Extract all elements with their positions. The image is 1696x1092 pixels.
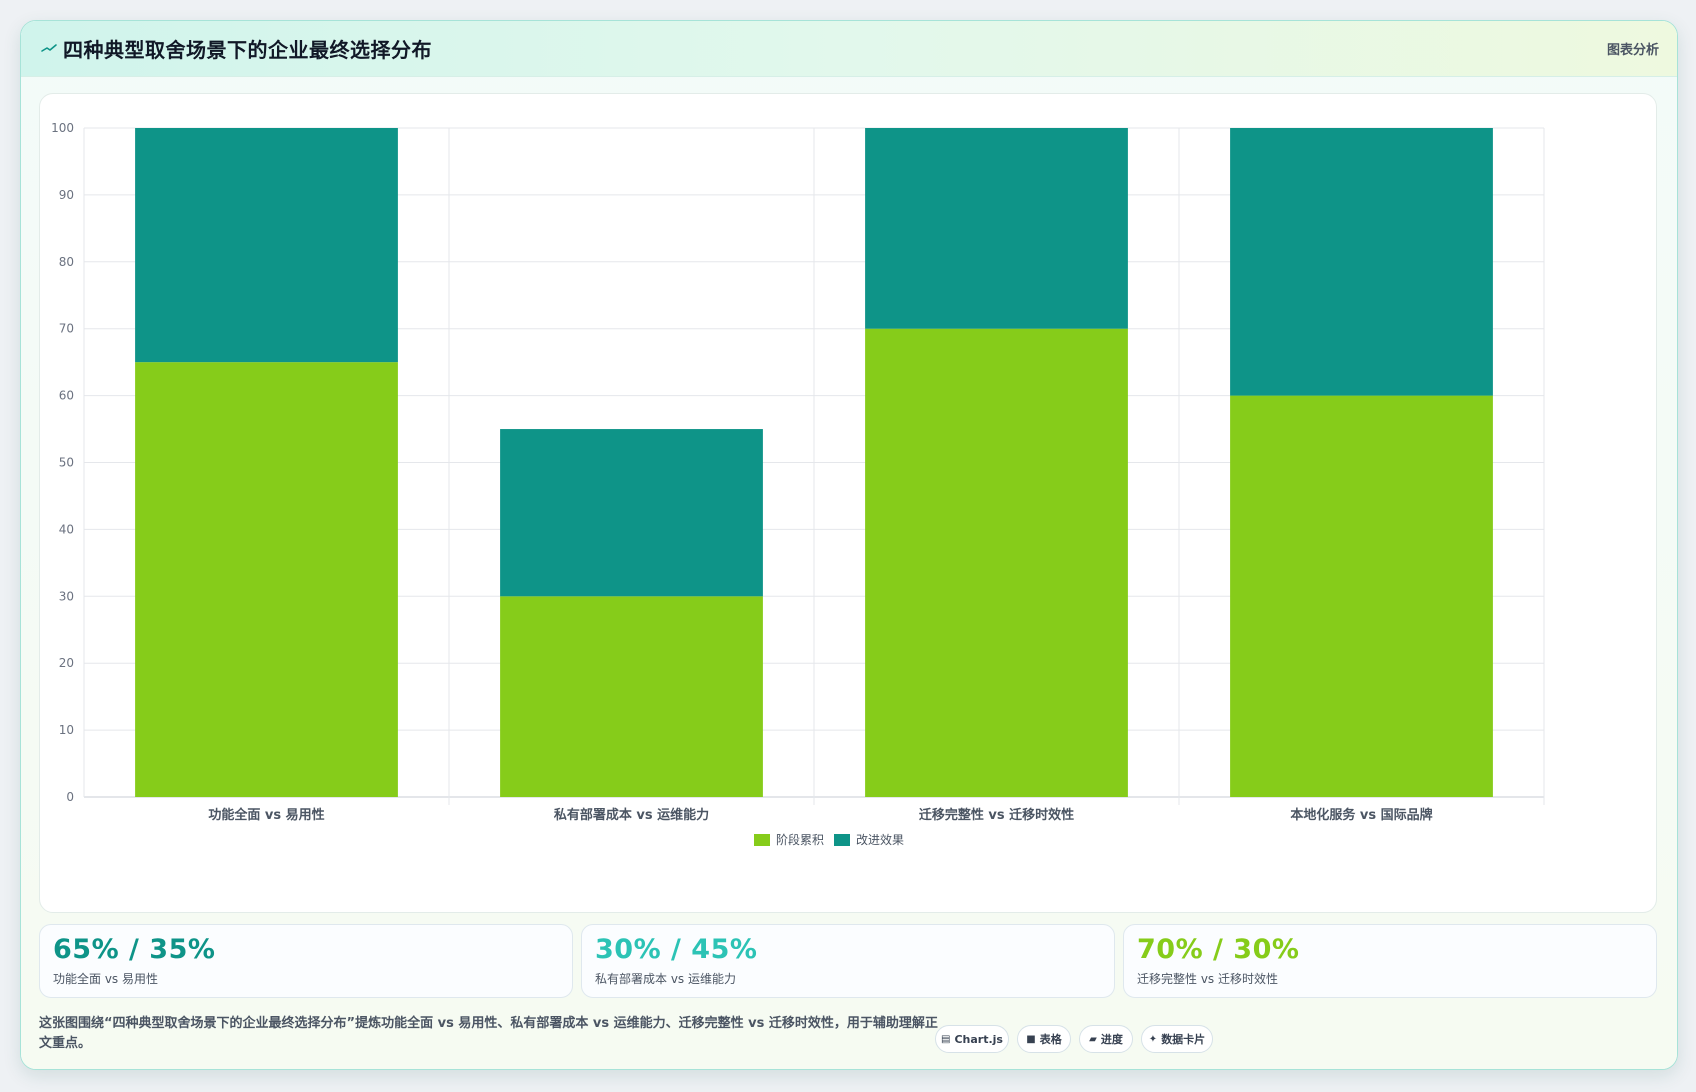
pill-table[interactable]: ■ 表格 <box>1017 1025 1071 1053</box>
pill-label: 表格 <box>1039 1033 1062 1046</box>
chart-card: 四种典型取舍场景下的企业最终选择分布 图表分析 0 10 20 30 40 50 60 70 8… <box>20 20 1678 1070</box>
y-tick-label: 40 <box>59 522 74 536</box>
bar-effect <box>1230 128 1493 396</box>
x-tick-label: 功能全面 vs 易用性 <box>208 807 324 823</box>
bar-stage <box>865 328 1128 797</box>
pill-label: Chart.js <box>954 1032 1003 1046</box>
y-tick-label: 90 <box>59 188 74 202</box>
stat-card-1: 65% / 35% 功能全面 vs 易用性 <box>39 924 573 998</box>
chart-icon: ▤ <box>941 1033 951 1045</box>
bar-effect <box>500 429 763 597</box>
stat-value-3: 70% / 30% <box>1137 934 1300 965</box>
chart-analysis-tag[interactable]: 图表分析 <box>1606 43 1659 58</box>
stat-card-3: 70% / 30% 迁移完整性 vs 迁移时效性 <box>1123 924 1657 998</box>
stat-value-1: 65% / 35% <box>53 934 216 965</box>
y-tick-label: 10 <box>59 723 74 737</box>
y-tick-label: 100 <box>51 121 74 135</box>
card-header: 四种典型取舍场景下的企业最终选择分布 图表分析 <box>21 21 1677 77</box>
trend-icon <box>41 44 57 52</box>
x-tick-label: 本地化服务 vs 国际品牌 <box>1290 807 1432 823</box>
pill-label: 进度 <box>1100 1033 1123 1046</box>
legend-swatch <box>834 834 850 846</box>
table-icon: ■ <box>1026 1033 1036 1045</box>
bar-stage <box>135 362 398 797</box>
chart-title: 四种典型取舍场景下的企业最终选择分布 <box>63 38 432 62</box>
chart-panel: 0 10 20 30 40 50 60 70 80 90 100 功能全面 vs 易用性 私有部署成本 … <box>39 93 1657 913</box>
stat-card-2: 30% / 45% 私有部署成本 vs 运维能力 <box>581 924 1115 998</box>
bar-layer <box>135 128 1493 797</box>
progress-icon: ▰ <box>1089 1033 1097 1045</box>
pill-data-card[interactable]: ✦ 数据卡片 <box>1141 1025 1213 1053</box>
chart-legend: 阶段累积 改进效果 <box>754 832 904 847</box>
x-tick-label: 迁移完整性 vs 迁移时效性 <box>919 807 1074 823</box>
bar-stage <box>1230 395 1493 797</box>
y-tick-label: 60 <box>59 389 74 403</box>
bar-stage <box>500 596 763 797</box>
pill-chartjs[interactable]: ▤ Chart.js <box>935 1025 1009 1053</box>
stacked-bar-chart: 0 10 20 30 40 50 60 70 80 90 100 功能全面 vs 易用性 私有部署成本 … <box>51 121 1545 847</box>
stat-label-1: 功能全面 vs 易用性 <box>53 972 158 986</box>
axis-layer: 0 10 20 30 40 50 60 70 80 90 100 功能全面 vs 易用性 私有部署成本 … <box>51 121 1433 823</box>
y-tick-label: 20 <box>59 656 74 670</box>
bar-effect <box>135 128 398 363</box>
pill-progress[interactable]: ▰ 进度 <box>1079 1025 1133 1053</box>
sparkle-icon: ✦ <box>1148 1033 1158 1045</box>
stat-label-2: 私有部署成本 vs 运维能力 <box>595 972 736 986</box>
stat-value-2: 30% / 45% <box>595 934 758 965</box>
legend-label: 阶段累积 <box>776 832 824 847</box>
y-tick-label: 30 <box>59 589 74 603</box>
pill-label: 数据卡片 <box>1161 1033 1206 1046</box>
bar-effect <box>865 128 1128 329</box>
y-tick-label: 80 <box>59 255 74 269</box>
legend-swatch <box>754 834 770 846</box>
y-tick-label: 70 <box>59 322 74 336</box>
x-tick-label: 私有部署成本 vs 运维能力 <box>554 807 709 823</box>
stat-label-3: 迁移完整性 vs 迁移时效性 <box>1137 972 1278 986</box>
y-tick-label: 0 <box>66 790 74 804</box>
y-tick-label: 50 <box>59 456 74 470</box>
chart-description: 这张图围绕“四种典型取舍场景下的企业最终选择分布”提炼功能全面 vs 易用性、私… <box>39 1016 938 1051</box>
legend-label: 改进效果 <box>856 832 904 847</box>
